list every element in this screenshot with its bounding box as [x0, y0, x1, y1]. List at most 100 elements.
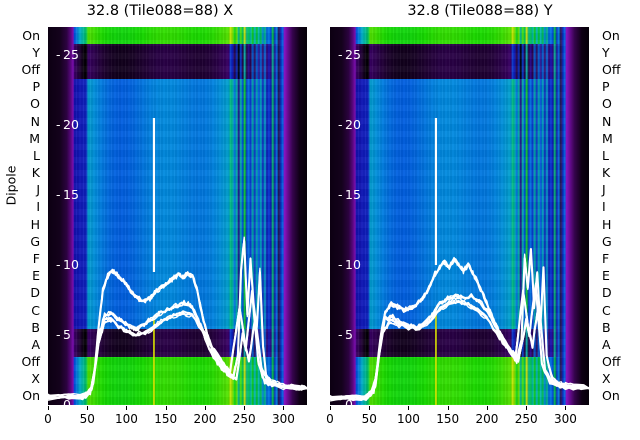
category-label-m-6: M — [29, 130, 40, 146]
category-label-k-8: K — [602, 165, 611, 181]
y-tick-10: -10 — [56, 257, 79, 272]
category-label-p-3: P — [32, 79, 40, 95]
y-tick-15: -15 — [56, 187, 79, 202]
heatmap-gap-top — [330, 44, 589, 79]
x-tick-mark-0 — [48, 406, 49, 410]
y-tick-15: -15 — [338, 187, 361, 202]
category-label-a-18: A — [602, 336, 611, 352]
heatmap-gap-top — [48, 44, 307, 79]
y-tick-20: -20 — [338, 117, 361, 132]
x-tick-mark-150 — [447, 406, 449, 410]
category-label-i-10: I — [602, 199, 606, 215]
category-label-off-2: Off — [21, 61, 40, 77]
x-tick-mark-250 — [244, 406, 246, 410]
x-tick-150: 150 — [154, 412, 178, 426]
heatmap-band-main — [330, 79, 589, 329]
y-tick-5: -5 — [338, 327, 353, 342]
category-label-on-0: On — [602, 27, 620, 43]
category-label-b-17: B — [31, 319, 40, 335]
panel-y: 32.8 (Tile088=88) Y -0 -5 -10 -15 -20 -25 0 50 1… — [320, 0, 640, 440]
dipole-trace-1-1 — [330, 295, 589, 402]
x-tick-250: 250 — [514, 412, 538, 426]
x-tick-300: 300 — [554, 412, 577, 426]
category-label-off-19: Off — [21, 354, 40, 370]
y-tick-0: -0 — [338, 397, 353, 412]
category-label-p-3: P — [602, 79, 610, 95]
heatmap-band-top — [48, 27, 307, 44]
x-tick-mark-150 — [165, 406, 167, 410]
dipole-trace-0-1 — [48, 237, 307, 399]
y-tick-10: -10 — [338, 257, 361, 272]
category-axis-right: On Y Off P O N M L K J I H G F E D C B A Off X On — [596, 27, 640, 405]
trace-overlay-x — [48, 118, 307, 405]
category-label-d-15: D — [602, 285, 612, 301]
x-tick-250: 250 — [232, 412, 256, 426]
x-tick-200: 200 — [475, 412, 499, 426]
category-label-o-4: O — [602, 96, 612, 112]
category-label-h-11: H — [602, 216, 612, 232]
x-tick-mark-50 — [369, 406, 371, 410]
dipole-trace-2-3 — [330, 285, 589, 401]
x-tick-mark-300 — [565, 406, 567, 410]
category-label-e-14: E — [602, 268, 610, 284]
category-label-on-21: On — [602, 388, 620, 404]
category-label-b-17: B — [602, 319, 611, 335]
category-label-on-21: On — [22, 388, 40, 404]
x-tick-50: 50 — [361, 412, 377, 426]
dipole-trace-2-3 — [48, 291, 307, 401]
heatmap-band-main — [48, 79, 307, 329]
category-label-c-16: C — [602, 302, 611, 318]
category-label-x-20: X — [31, 371, 40, 387]
dipole-trace-0-2 — [48, 239, 307, 399]
category-label-n-5: N — [602, 113, 612, 129]
category-label-y-1: Y — [602, 44, 610, 60]
x-tick-mark-300 — [283, 406, 285, 410]
x-tick-200: 200 — [193, 412, 217, 426]
y-tick-20: -20 — [56, 117, 79, 132]
category-label-a-18: A — [31, 336, 40, 352]
dipole-trace-2-2 — [330, 282, 589, 400]
category-label-k-8: K — [31, 165, 40, 181]
category-label-l-7: L — [602, 147, 609, 163]
panel-title-x: 32.8 (Tile088=88) X — [86, 3, 234, 19]
x-tick-150: 150 — [436, 412, 460, 426]
category-label-i-10: I — [36, 199, 40, 215]
heatmap-band-bottom — [330, 357, 589, 405]
category-axis-left: On Y Off P O N M L K J I H G F E D C B A Off X On — [0, 27, 44, 405]
category-label-g-12: G — [30, 233, 40, 249]
x-tick-mark-50 — [87, 406, 89, 410]
category-label-c-16: C — [31, 302, 40, 318]
category-label-off-19: Off — [602, 354, 621, 370]
heatmap-band-top — [330, 27, 589, 44]
category-label-on-0: On — [22, 27, 40, 43]
x-tick-mark-250 — [526, 406, 528, 410]
y-tick-25: -25 — [56, 47, 79, 62]
x-tick-mark-100 — [126, 406, 128, 410]
x-tick-mark-200 — [204, 406, 206, 410]
category-label-j-9: J — [36, 182, 40, 198]
category-label-o-4: O — [30, 96, 40, 112]
dipole-trace-0-3 — [48, 236, 307, 399]
category-label-g-12: G — [602, 233, 612, 249]
panel-x: 32.8 (Tile088=88) X Dipole On Y Off P O N M L K J… — [0, 3, 307, 426]
heatmap-y[interactable] — [330, 27, 589, 405]
heatmap-x[interactable] — [48, 27, 307, 405]
category-label-y-1: Y — [32, 44, 40, 60]
category-label-l-7: L — [33, 147, 40, 163]
category-label-j-9: J — [602, 182, 606, 198]
x-tick-300: 300 — [272, 412, 295, 426]
category-label-h-11: H — [30, 216, 40, 232]
x-tick-mark-0 — [330, 406, 331, 410]
x-tick-0: 0 — [326, 412, 334, 426]
x-tick-0: 0 — [44, 412, 52, 426]
y-tick-0: -0 — [56, 397, 71, 412]
x-tick-100: 100 — [397, 412, 420, 426]
dipole-trace-0-0 — [48, 239, 307, 400]
category-label-d-15: D — [30, 285, 40, 301]
y-tick-25: -25 — [338, 47, 361, 62]
y-tick-5: -5 — [56, 327, 71, 342]
x-tick-mark-200 — [486, 406, 488, 410]
category-label-e-14: E — [32, 268, 40, 284]
trace-overlay-y — [330, 118, 589, 405]
